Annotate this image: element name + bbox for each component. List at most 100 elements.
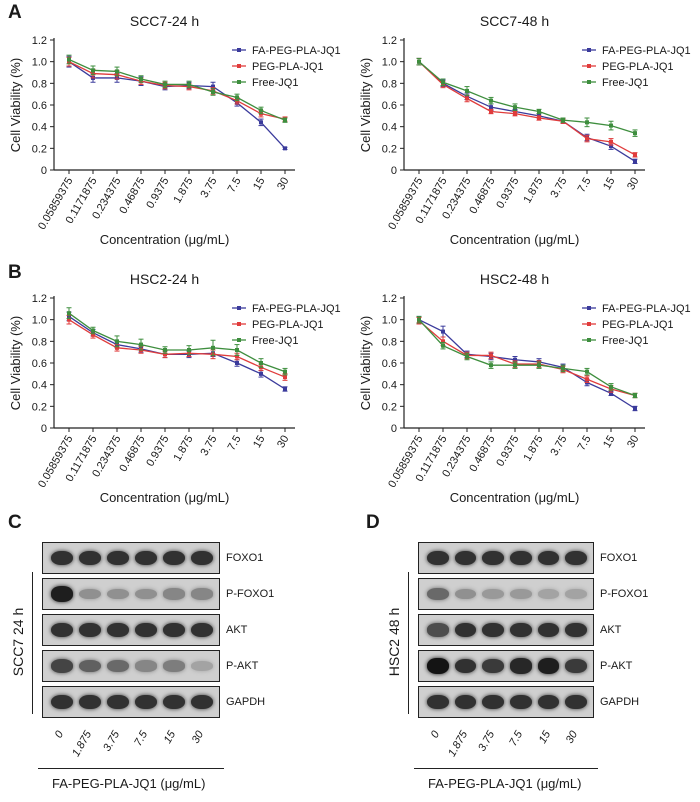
legend-marker <box>237 306 241 310</box>
data-point <box>441 329 445 334</box>
data-point <box>91 68 95 73</box>
y-tick-label: 0.2 <box>32 401 47 413</box>
blot-band <box>537 658 560 674</box>
data-point <box>441 343 445 348</box>
blot-protein-label: P-AKT <box>226 660 259 672</box>
y-tick-label: 1.0 <box>32 315 47 327</box>
y-tick-label: 0.4 <box>382 380 397 392</box>
blot-band <box>191 661 213 671</box>
x-tick-label: 7.5 <box>226 176 244 195</box>
chart-title: HSC2-48 h <box>480 271 549 287</box>
blot-band <box>79 550 101 566</box>
legend-label: Free-JQ1 <box>252 77 298 89</box>
blot-x-title: FA-PEG-PLA-JQ1 (μg/mL) <box>52 776 206 791</box>
data-point <box>67 311 71 316</box>
data-point <box>465 88 469 93</box>
series-line <box>418 319 636 397</box>
data-point <box>163 82 167 87</box>
x-tick-label: 1.875 <box>171 434 195 464</box>
legend-label: Free-JQ1 <box>602 335 648 347</box>
data-point <box>489 105 493 110</box>
blot-band <box>163 694 185 710</box>
series-line <box>68 312 286 373</box>
lane-label: 7.5 <box>132 729 151 749</box>
data-point <box>633 152 637 157</box>
y-axis-label: Cell Viability (%) <box>8 58 23 152</box>
series-line <box>68 319 286 378</box>
blot-protein-label: FOXO1 <box>600 552 638 564</box>
data-point <box>259 361 263 365</box>
blot-band <box>454 658 477 674</box>
chart-title: HSC2-24 h <box>130 271 199 287</box>
data-point <box>67 317 71 322</box>
blot-band <box>51 586 73 602</box>
y-tick-label: 0 <box>391 165 397 177</box>
y-tick-label: 0.6 <box>382 358 397 370</box>
data-point <box>259 371 263 376</box>
data-point <box>163 352 167 357</box>
series-line <box>68 61 286 120</box>
lane-label: 15 <box>161 729 179 746</box>
blot-band <box>565 658 587 674</box>
data-point <box>609 139 613 144</box>
x-axis-label: Concentration (μg/mL) <box>450 232 580 247</box>
x-tick-label: 0.9375 <box>494 176 521 211</box>
blot-strip <box>42 614 220 646</box>
blot-bracket <box>408 572 409 714</box>
data-point <box>139 77 143 81</box>
blot-protein-label: AKT <box>600 624 622 636</box>
series-line <box>68 58 286 121</box>
legend-marker <box>237 48 241 52</box>
data-point <box>115 69 119 74</box>
data-point <box>259 108 263 113</box>
data-point <box>417 317 421 322</box>
lane-label: 30 <box>189 729 207 746</box>
chart-title: SCC7-24 h <box>130 13 199 29</box>
x-tick-label: 7.5 <box>576 176 594 195</box>
y-tick-label: 0.4 <box>32 380 47 392</box>
data-point <box>211 84 215 89</box>
blot-band <box>191 550 213 566</box>
y-tick-label: 1.0 <box>32 57 47 69</box>
lane-label: 0 <box>52 729 67 741</box>
data-point <box>513 105 517 110</box>
legend-label: FA-PEG-PLA-JQ1 <box>252 303 341 315</box>
blot-band <box>482 550 504 566</box>
data-point <box>513 357 517 362</box>
data-point <box>283 369 287 374</box>
data-point <box>187 82 191 87</box>
legend-label: PEG-PLA-JQ1 <box>252 319 324 331</box>
blot-band <box>51 694 73 710</box>
blot-band <box>191 694 213 710</box>
panel-letter-b: B <box>8 262 22 283</box>
data-point <box>585 377 589 382</box>
data-point <box>67 57 71 62</box>
lane-label: 1.875 <box>445 729 470 759</box>
series-line <box>418 320 636 397</box>
blot-band <box>537 694 560 710</box>
x-tick-label: 15 <box>601 176 618 193</box>
y-tick-label: 0 <box>391 423 397 435</box>
blot-protein-label: P-FOXO1 <box>600 588 649 600</box>
legend-marker <box>237 338 241 342</box>
data-point <box>235 95 239 100</box>
blot-band <box>454 550 477 566</box>
lane-label: 3.75 <box>101 729 123 754</box>
data-point <box>283 375 287 380</box>
y-tick-label: 0.8 <box>382 78 397 90</box>
y-tick-label: 0.2 <box>382 401 397 413</box>
y-tick-label: 0 <box>41 165 47 177</box>
western-blot-hsc2: HSC2 48 h FOXO1 P-FOXO1 AKT P-AKT GAPDH 0 1.875… <box>350 540 700 802</box>
data-point <box>283 387 287 391</box>
data-point <box>561 366 565 371</box>
data-point <box>585 120 589 125</box>
blot-strip <box>418 686 594 718</box>
blot-band <box>135 694 157 710</box>
blot-band <box>427 587 449 601</box>
legend-label: FA-PEG-PLA-JQ1 <box>602 45 691 57</box>
data-point <box>609 391 613 396</box>
data-point <box>633 131 637 136</box>
y-tick-label: 1.2 <box>32 293 47 305</box>
panel-letter-c: C <box>8 512 22 533</box>
x-axis-label: Concentration (μg/mL) <box>100 232 230 247</box>
